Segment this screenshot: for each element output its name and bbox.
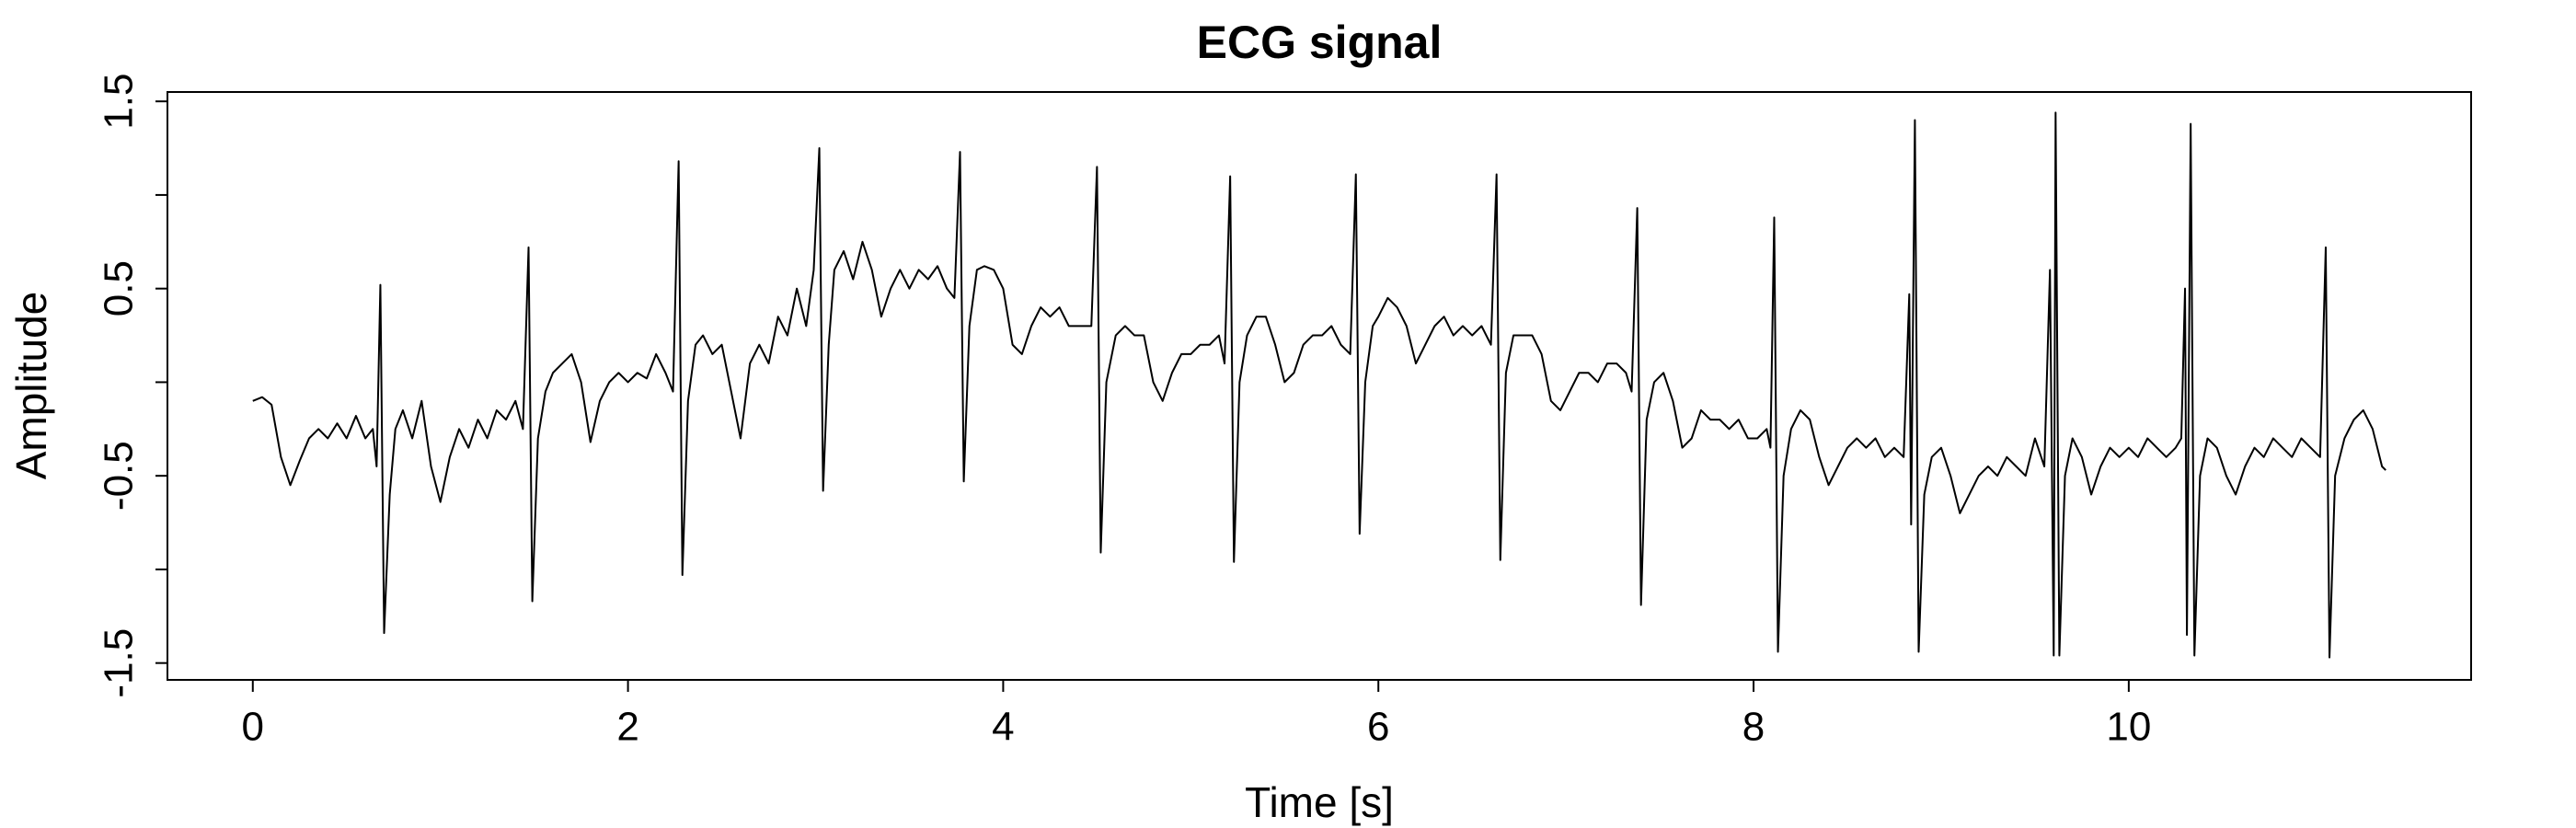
x-tick-label: 8	[1742, 705, 1765, 750]
chart-title: ECG signal	[1197, 17, 1443, 68]
x-axis-title: Time [s]	[1245, 778, 1394, 826]
y-tick-label: -0.5	[97, 441, 142, 511]
y-tick-label: -1.5	[97, 628, 142, 698]
x-tick-label: 2	[616, 705, 638, 750]
y-tick-label: 0.5	[97, 260, 142, 316]
y-axis-title: Amplitude	[7, 292, 55, 480]
y-tick-label: 1.5	[97, 74, 142, 130]
plot-box	[167, 91, 2472, 681]
x-tick-label: 6	[1367, 705, 1389, 750]
x-tick-label: 0	[242, 705, 264, 750]
x-tick-label: 4	[992, 705, 1014, 750]
x-tick-label: 10	[2106, 705, 2151, 750]
ecg-line	[252, 111, 2386, 659]
